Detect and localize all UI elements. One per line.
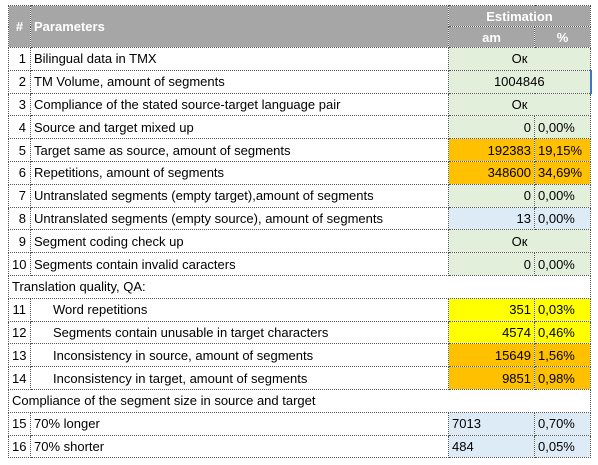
cell: Source and target mixed up: [30, 115, 449, 140]
table-body: 1 Bilingual data in TMX Ок 2 TM Volume, amou…: [8, 47, 592, 459]
cell: 5: [8, 138, 31, 162]
cell: 348600: [448, 160, 535, 185]
cell: TM Volume, amount of segments: [30, 69, 449, 94]
cell: 1004846: [448, 69, 592, 94]
cell: Segments contain unusable in target char…: [30, 320, 449, 345]
cell: 1,56%: [534, 343, 591, 368]
cell: 4: [8, 115, 31, 140]
cell: 0,00%: [534, 183, 591, 208]
cell: 13: [8, 343, 31, 368]
table-row: 12 Segments contain unusable in target ch…: [8, 320, 591, 345]
cell: 0: [448, 252, 535, 276]
table-row: 9 Segment coding check up Ок: [8, 229, 591, 254]
cell: 7: [8, 183, 31, 208]
table-row: 10 Segments contain invalid caracters 0 0,0…: [8, 252, 591, 276]
cell: 0,00%: [534, 252, 591, 276]
cell: 351: [448, 297, 535, 322]
cell: 7013: [448, 411, 535, 436]
estimation-table: # Parameters Estimation am % 1 Bilingual …: [8, 5, 592, 459]
cell: 0: [448, 115, 535, 140]
cell: 0,03%: [534, 297, 591, 322]
cell: 15: [8, 411, 31, 436]
table-row: 11 Word repetitions 351 0,03%: [8, 297, 591, 322]
cell: Word repetitions: [30, 297, 449, 322]
cell: 0: [448, 183, 535, 208]
cell: 11: [8, 297, 31, 322]
header-row: am %: [9, 26, 591, 48]
cell: 0,98%: [534, 366, 591, 390]
cell: 15649: [448, 343, 535, 368]
cell: Ок: [448, 92, 591, 117]
cell: Translation quality, QA:: [8, 274, 591, 299]
cell: 0,46%: [534, 320, 591, 345]
cell: Repetitions, amount of segments: [30, 160, 449, 185]
table-row: Compliance of the segment size in source…: [8, 388, 591, 413]
table-row: Translation quality, QA:: [8, 274, 591, 299]
header-cell: %: [534, 26, 591, 48]
header-cell: Estimation: [448, 5, 591, 27]
table-row: 15 70% longer 7013 0,70%: [8, 411, 591, 436]
table-row: 13 Inconsistency in source, amount of seg…: [8, 343, 591, 368]
cell: Segment coding check up: [30, 229, 449, 254]
table-row: 14 Inconsistency in target, amount of seg…: [8, 366, 591, 390]
cell: 0,00%: [534, 206, 591, 231]
cell: 10: [8, 252, 31, 276]
cell: 70% shorter: [30, 434, 449, 459]
cell: 1: [8, 47, 31, 71]
cell: 16: [8, 434, 31, 459]
header-cell: #: [8, 5, 31, 48]
cell: 192383: [448, 138, 535, 162]
table-row: 8 Untranslated segments (empty source), a…: [8, 206, 591, 231]
cell: Compliance of the segment size in source…: [8, 388, 591, 413]
table-row: 4 Source and target mixed up 0 0,00%: [8, 115, 591, 140]
header-cell: am: [448, 26, 535, 48]
cell: 0,00%: [534, 115, 591, 140]
cell: Compliance of the stated source-target l…: [30, 92, 449, 117]
cell: 4574: [448, 320, 535, 345]
table-row: 1 Bilingual data in TMX Ок: [8, 47, 591, 71]
cell: 14: [8, 366, 31, 390]
cell: Inconsistency in target, amount of segme…: [30, 366, 449, 390]
cell: Segments contain invalid caracters: [30, 252, 449, 276]
header-cell: Parameters: [30, 5, 449, 48]
table-row: 7 Untranslated segments (empty target),am…: [8, 183, 591, 208]
cell: 484: [448, 434, 535, 459]
table-row: 5 Target same as source, amount of segmen…: [8, 138, 591, 162]
cell: 0,70%: [534, 411, 591, 436]
cell: 70% longer: [30, 411, 449, 436]
cell: Bilingual data in TMX: [30, 47, 449, 71]
cell: Ок: [448, 47, 591, 71]
cell: 9851: [448, 366, 535, 390]
cell: 8: [8, 206, 31, 231]
cell: 2: [8, 69, 31, 94]
cell: 13: [448, 206, 535, 231]
table-row: 6 Repetitions, amount of segments 348600 34…: [8, 160, 591, 185]
cell: 0,05%: [534, 434, 591, 459]
cell: Ок: [448, 229, 591, 254]
cell: Inconsistency in source, amount of segme…: [30, 343, 449, 368]
table-row: 2 TM Volume, amount of segments 1004846: [8, 69, 592, 94]
table-row: 3 Compliance of the stated source-target …: [8, 92, 591, 117]
cell: 34,69%: [534, 160, 591, 185]
cell: 19,15%: [534, 138, 591, 162]
cell: 9: [8, 229, 31, 254]
cell: Untranslated segments (empty target),amo…: [30, 183, 449, 208]
cell: Untranslated segments (empty source), am…: [30, 206, 449, 231]
cell: 12: [8, 320, 31, 345]
cell: Target same as source, amount of segment…: [30, 138, 449, 162]
cell: 6: [8, 160, 31, 185]
table-row: 16 70% shorter 484 0,05%: [8, 434, 591, 459]
header-row: # Parameters Estimation: [8, 5, 591, 48]
cell: 3: [8, 92, 31, 117]
